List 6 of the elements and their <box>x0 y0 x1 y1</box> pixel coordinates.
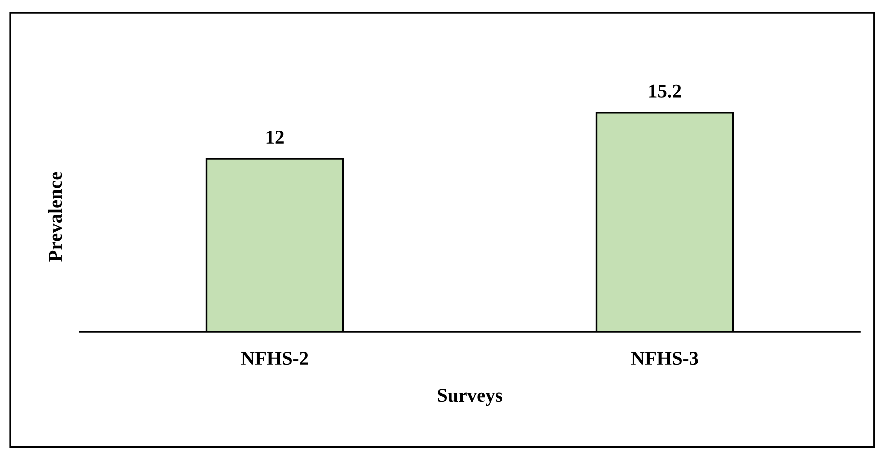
data-label: 15.2 <box>650 84 682 98</box>
x-axis-title: Surveys <box>438 389 502 406</box>
x-tick-label: NFHS-3 <box>631 352 698 366</box>
y-axis-title: Prevalence <box>48 172 62 262</box>
x-tick-label: NFHS-2 <box>241 352 308 366</box>
data-label: 12 <box>266 130 284 144</box>
